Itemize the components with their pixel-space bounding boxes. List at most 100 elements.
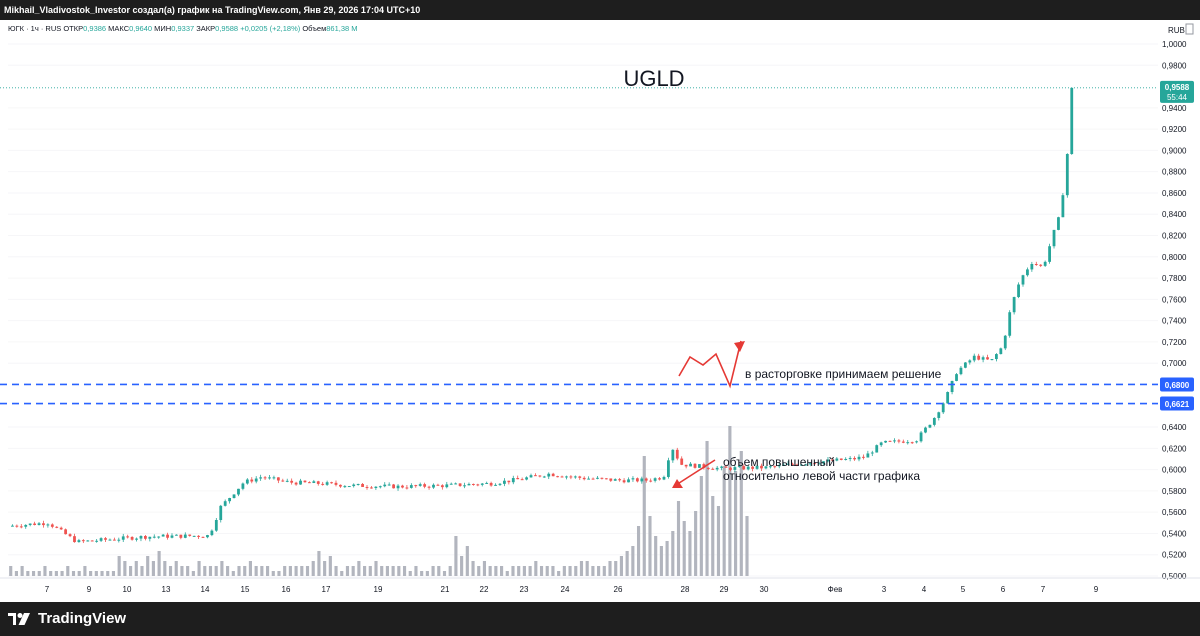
volume-bar [465, 546, 469, 576]
candle-body [826, 459, 830, 462]
candle-body [684, 464, 688, 467]
candle-body [786, 463, 790, 465]
volume-bar [254, 566, 258, 576]
candle-body [445, 484, 449, 488]
candle-body [467, 483, 471, 486]
volume-bar [579, 561, 584, 576]
candle-body [1021, 275, 1025, 285]
candle-body [64, 529, 68, 535]
candle-body [1008, 312, 1012, 336]
candle-body [635, 478, 639, 482]
volume-bar [94, 571, 98, 576]
volume-bar [654, 536, 658, 576]
candle-body [706, 467, 710, 469]
candle-body [569, 476, 573, 478]
volume-bar [231, 571, 235, 576]
candle-body [689, 463, 692, 467]
chart-panel[interactable]: 0,6800 0,6621 0,9588 55:44 UGLD в расторгов… [0, 20, 1200, 602]
candle-body [28, 523, 32, 525]
candle-body [55, 526, 59, 528]
candle-body [259, 477, 263, 479]
candle-body [525, 477, 528, 480]
candle-body [511, 478, 515, 483]
volume-bar [191, 571, 195, 576]
candle-body [458, 483, 462, 486]
axis-settings-icon[interactable] [1185, 23, 1194, 35]
candle-body [77, 540, 81, 543]
candle-body [121, 536, 125, 540]
candle-body [1048, 246, 1051, 262]
ohlc-legend[interactable]: ЮГК · 1ч · RUS ОТКР0,9386 МАКС0,9640 МИН… [8, 24, 358, 33]
candle-body [556, 476, 560, 478]
volume-bar [100, 571, 104, 576]
candle-body [888, 440, 892, 442]
candle-body [108, 539, 112, 541]
candle-body [862, 456, 865, 458]
legend-close-label: ЗАКР [196, 24, 215, 33]
candle-body [844, 458, 848, 460]
candle-body [228, 498, 232, 502]
x-axis-tick-label: 7 [1041, 585, 1046, 594]
candle-body [977, 355, 981, 360]
candle-body [81, 540, 85, 542]
author-line: Mikhail_Vladivostok_Investor создал(а) г… [0, 0, 1200, 20]
legend-low-value: 0,9337 [171, 24, 196, 33]
volume-bar [517, 566, 521, 576]
candle-body [210, 530, 214, 536]
volume-bar [214, 566, 218, 576]
footer-bar: TradingView [0, 602, 1200, 636]
candle-body [733, 467, 737, 470]
volume-bar [363, 566, 367, 576]
candle-body [831, 459, 834, 461]
y-axis-tick-label: 0,9200 [1162, 125, 1187, 134]
current-price-label: 0,9588 [1165, 83, 1190, 92]
volume-bar [460, 556, 464, 576]
volume-bar [671, 531, 675, 576]
y-axis-tick-label: 0,5400 [1162, 529, 1187, 538]
volume-bar [134, 561, 138, 576]
candle-body [729, 467, 732, 470]
candle-body [764, 466, 768, 469]
volume-bar [739, 451, 743, 576]
volume-bar [380, 566, 384, 576]
candle-body [547, 473, 551, 477]
volume-bar [699, 476, 703, 576]
volume-bar [477, 566, 481, 576]
candle-body [1026, 269, 1029, 276]
volume-bar [574, 566, 578, 576]
candle-body [316, 481, 320, 484]
candle-body [928, 424, 932, 428]
volume-bar [534, 561, 538, 576]
y-axis-tick-label: 1,0000 [1162, 40, 1187, 49]
candle-body [401, 485, 404, 488]
x-axis-tick-label: 7 [45, 585, 50, 594]
candle-body [232, 494, 236, 499]
candle-body [144, 536, 147, 539]
y-axis-tick-label: 0,7400 [1162, 317, 1187, 326]
volume-bar [431, 566, 435, 576]
candle-body [489, 482, 493, 486]
candle-body [702, 464, 706, 468]
candle-body [915, 441, 919, 443]
volume-bar [117, 556, 121, 576]
candle-body [565, 476, 568, 478]
candle-body [485, 482, 489, 484]
candle-body [383, 484, 387, 487]
candle-body [693, 463, 697, 468]
legend-close-value: 0,9588 [215, 24, 240, 33]
candle-body [152, 536, 156, 538]
y-axis-tick-label: 0,7200 [1162, 338, 1187, 347]
candle-body [99, 538, 103, 541]
volume-bar [374, 561, 378, 576]
volume-bar [168, 566, 173, 576]
candle-body [117, 539, 121, 541]
candle-body [995, 354, 998, 360]
tradingview-logo[interactable]: TradingView [8, 610, 126, 627]
volume-bar [26, 571, 30, 576]
candle-body [680, 458, 684, 465]
y-axis-tick-label: 0,9400 [1162, 104, 1187, 113]
volume-bar [728, 426, 732, 576]
volume-bar [500, 566, 504, 576]
volume-bar [357, 561, 361, 576]
